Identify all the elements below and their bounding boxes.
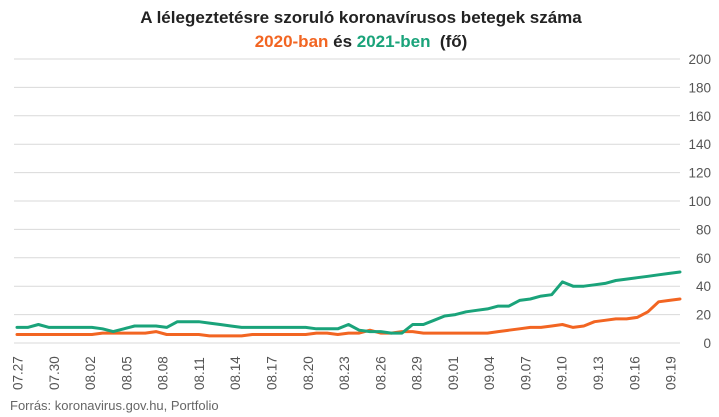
source-note: Forrás: koronavirus.gov.hu, Portfolio	[10, 398, 219, 413]
x-tick-label: 08.11	[192, 357, 207, 390]
series-line-2020	[15, 297, 682, 338]
y-tick-label: 0	[703, 336, 711, 351]
y-tick-label: 120	[688, 166, 711, 181]
subtitle-unit: (fő)	[430, 32, 467, 51]
x-tick-label: 09.19	[664, 356, 679, 390]
x-tick-label: 08.23	[337, 356, 352, 390]
x-tick-label: 08.08	[156, 356, 171, 390]
x-tick-label: 08.14	[228, 356, 243, 390]
y-tick-label: 200	[688, 52, 711, 67]
series-layer	[15, 270, 682, 338]
y-tick-label: 160	[688, 109, 711, 124]
y-tick-label: 140	[688, 137, 711, 152]
y-tick-label: 100	[688, 194, 711, 209]
y-tick-label: 20	[696, 308, 711, 323]
subtitle-and: és	[328, 32, 356, 51]
x-tick-label: 09.13	[591, 356, 606, 390]
x-tick-label: 08.17	[265, 356, 280, 390]
subtitle-2020: 2020-ban	[255, 32, 329, 51]
subtitle-2021: 2021-ben	[357, 32, 431, 51]
y-axis-ticks: 0 20 40 60 80 100 120 140 160 180 200	[688, 52, 711, 351]
x-tick-label: 07.30	[47, 356, 62, 390]
x-tick-label: 09.04	[482, 356, 497, 390]
x-tick-label: 08.29	[410, 356, 425, 390]
chart-title: A lélegeztetésre szoruló koronavírusos b…	[140, 8, 582, 27]
x-tick-label: 08.20	[301, 356, 316, 390]
y-tick-label: 80	[696, 222, 711, 237]
chart-subtitle: 2020-ban és 2021-ben (fő)	[255, 32, 468, 51]
x-tick-label: 08.02	[83, 356, 98, 390]
x-tick-label: 09.10	[555, 356, 570, 390]
x-tick-label: 09.07	[518, 356, 533, 390]
x-tick-label: 07.27	[11, 356, 26, 390]
y-tick-label: 180	[688, 80, 711, 95]
series-line-2021	[15, 270, 682, 335]
x-tick-label: 09.01	[446, 356, 461, 390]
x-axis-ticks: 07.27 07.30 08.02 08.05 08.08 08.11 08.14 08.17…	[11, 356, 679, 390]
x-tick-label: 08.26	[373, 356, 388, 390]
x-tick-label: 08.05	[119, 356, 134, 390]
grid	[14, 58, 680, 344]
y-tick-label: 60	[696, 251, 711, 266]
x-tick-label: 09.16	[627, 356, 642, 390]
y-tick-label: 40	[696, 279, 711, 294]
